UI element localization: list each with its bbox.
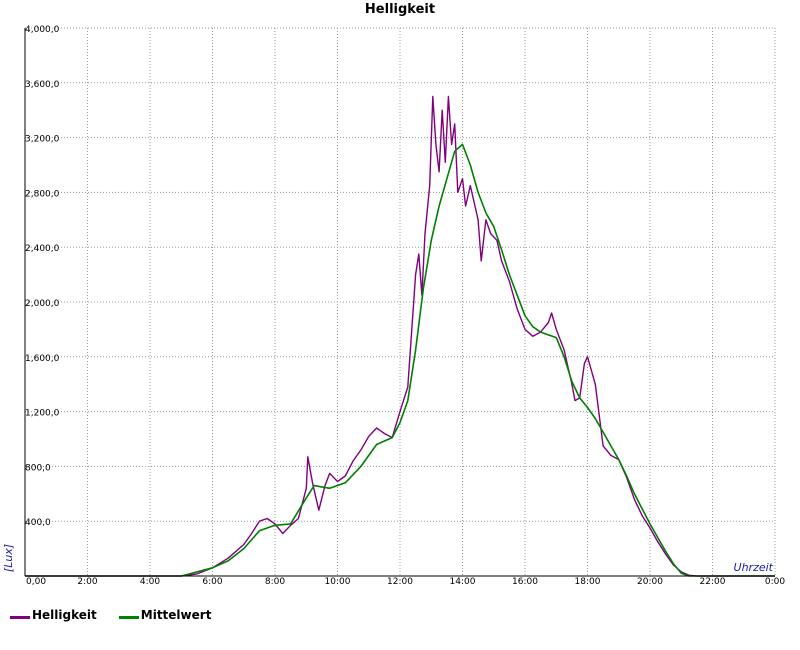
legend-item-helligkeit: Helligkeit bbox=[10, 608, 97, 622]
legend-label-mittelwert: Mittelwert bbox=[140, 608, 212, 622]
x-tick-label: 12:00 bbox=[387, 577, 413, 587]
x-tick-label: 0:00 bbox=[765, 577, 785, 587]
x-tick-label: 20:00 bbox=[637, 577, 663, 587]
y-tick-label: 4,000,0 bbox=[25, 25, 60, 35]
y-tick-label: 2,000,0 bbox=[25, 299, 60, 309]
y-tick-label: 3,200,0 bbox=[25, 135, 60, 145]
x-tick-label: 0,00 bbox=[26, 577, 46, 587]
legend: Helligkeit Mittelwert bbox=[10, 608, 233, 622]
y-tick-label: 800,0 bbox=[25, 463, 51, 473]
y-tick-label: 2,800,0 bbox=[25, 189, 60, 199]
x-axis-label: Uhrzeit bbox=[734, 561, 774, 574]
x-tick-label: 22:00 bbox=[700, 577, 726, 587]
grid bbox=[25, 27, 776, 576]
chart-title: Helligkeit bbox=[365, 2, 435, 17]
x-tick-label: 4:00 bbox=[140, 577, 160, 587]
x-tick-label: 14:00 bbox=[450, 577, 476, 587]
series-line-helligkeit bbox=[25, 95, 775, 577]
legend-label-helligkeit: Helligkeit bbox=[32, 608, 97, 622]
y-tick-label: 1,600,0 bbox=[25, 354, 60, 364]
x-tick-label: 6:00 bbox=[202, 577, 222, 587]
x-tick-label: 16:00 bbox=[512, 577, 538, 587]
x-tick-label: 10:00 bbox=[325, 577, 351, 587]
series-line-mittelwert bbox=[25, 143, 775, 577]
y-tick-label: 2,400,0 bbox=[25, 244, 60, 254]
y-tick-label: 400,0 bbox=[25, 518, 51, 528]
y-tick-label: 3,600,0 bbox=[25, 80, 60, 90]
x-tick-label: 18:00 bbox=[575, 577, 601, 587]
legend-swatch-mittelwert bbox=[118, 615, 139, 619]
tick-labels: 0,00 2:00 4:00 6:00 8:00 10:00 12:00 14:00 16:00… bbox=[25, 25, 785, 587]
y-tick-label: 1,200,0 bbox=[25, 409, 60, 419]
x-tick-label: 2:00 bbox=[77, 577, 97, 587]
legend-swatch-helligkeit bbox=[10, 615, 30, 619]
x-tick-label: 8:00 bbox=[265, 577, 285, 587]
axes bbox=[24, 28, 775, 577]
series-layer bbox=[25, 95, 775, 577]
legend-item-mittelwert: Mittelwert bbox=[118, 608, 212, 622]
y-axis-label: [Lux] bbox=[2, 544, 15, 572]
